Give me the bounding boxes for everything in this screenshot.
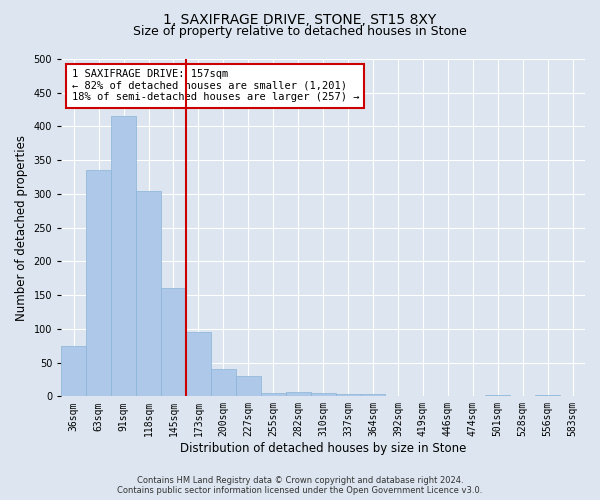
- Bar: [236, 376, 261, 396]
- Bar: [161, 288, 186, 397]
- X-axis label: Distribution of detached houses by size in Stone: Distribution of detached houses by size …: [180, 442, 466, 455]
- Text: 1, SAXIFRAGE DRIVE, STONE, ST15 8XY: 1, SAXIFRAGE DRIVE, STONE, ST15 8XY: [163, 12, 437, 26]
- Bar: [535, 395, 560, 396]
- Bar: [186, 332, 211, 396]
- Bar: [335, 394, 361, 396]
- Bar: [211, 370, 236, 396]
- Text: Contains HM Land Registry data © Crown copyright and database right 2024.
Contai: Contains HM Land Registry data © Crown c…: [118, 476, 482, 495]
- Bar: [136, 190, 161, 396]
- Bar: [485, 395, 510, 396]
- Bar: [311, 393, 335, 396]
- Bar: [286, 392, 311, 396]
- Bar: [361, 394, 385, 396]
- Bar: [86, 170, 111, 396]
- Text: Size of property relative to detached houses in Stone: Size of property relative to detached ho…: [133, 25, 467, 38]
- Bar: [261, 393, 286, 396]
- Text: 1 SAXIFRAGE DRIVE: 157sqm
← 82% of detached houses are smaller (1,201)
18% of se: 1 SAXIFRAGE DRIVE: 157sqm ← 82% of detac…: [71, 69, 359, 102]
- Y-axis label: Number of detached properties: Number of detached properties: [15, 134, 28, 320]
- Bar: [61, 346, 86, 397]
- Bar: [111, 116, 136, 396]
